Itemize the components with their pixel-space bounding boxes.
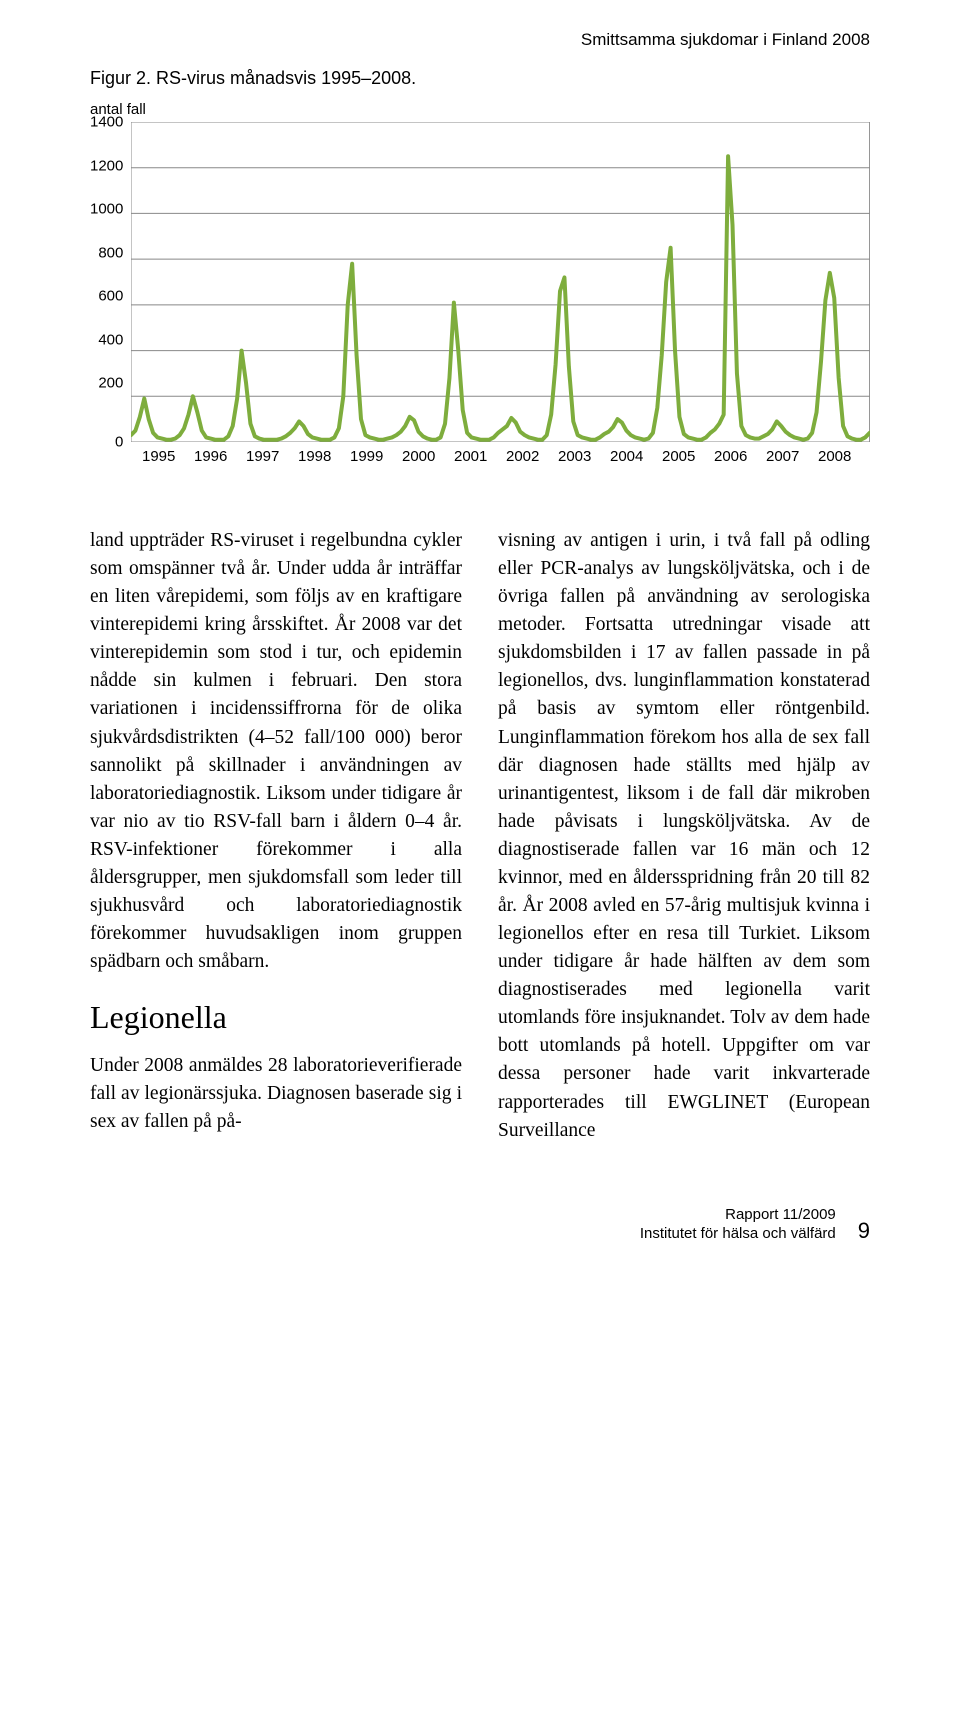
x-tick-label: 1997	[246, 448, 298, 465]
chart-svg	[131, 122, 870, 442]
chart-plot-area	[131, 122, 870, 442]
running-head: Smittsamma sjukdomar i Finland 2008	[90, 30, 870, 50]
x-tick-label: 1996	[194, 448, 246, 465]
x-tick-label: 2000	[402, 448, 454, 465]
x-tick-label: 1998	[298, 448, 350, 465]
y-axis-ticks: 1400120010008006004002000	[90, 122, 131, 442]
y-tick-label: 600	[98, 289, 123, 304]
x-tick-label: 1995	[142, 448, 194, 465]
x-axis-ticks: 1995199619971998199920002001200220032004…	[142, 448, 870, 465]
page-footer: Rapport 11/2009 Institutet för hälsa och…	[90, 1205, 870, 1244]
footer-report: Rapport 11/2009	[640, 1205, 836, 1225]
y-tick-label: 1000	[90, 202, 123, 217]
y-axis-label: antal fall	[90, 101, 870, 118]
y-tick-label: 1200	[90, 158, 123, 173]
section-heading-legionella: Legionella	[90, 994, 462, 1040]
column-right: visning av antigen i urin, i två fall på…	[498, 527, 870, 1145]
x-tick-label: 2005	[662, 448, 714, 465]
page-number: 9	[858, 1218, 870, 1244]
column-left: land uppträder RS-viruset i regelbundna …	[90, 527, 462, 1145]
x-tick-label: 2001	[454, 448, 506, 465]
x-tick-label: 1999	[350, 448, 402, 465]
y-tick-label: 800	[98, 245, 123, 260]
x-tick-label: 2003	[558, 448, 610, 465]
x-tick-label: 2008	[818, 448, 870, 465]
y-tick-label: 0	[115, 434, 123, 449]
footer-text: Rapport 11/2009 Institutet för hälsa och…	[640, 1205, 836, 1244]
figure-caption: Figur 2. RS-virus månadsvis 1995–2008.	[90, 68, 870, 89]
x-tick-label: 2006	[714, 448, 766, 465]
footer-institute: Institutet för hälsa och välfärd	[640, 1224, 836, 1244]
y-tick-label: 400	[98, 332, 123, 347]
y-tick-label: 1400	[90, 115, 123, 130]
x-tick-label: 2007	[766, 448, 818, 465]
body-paragraph: land uppträder RS-viruset i regelbundna …	[90, 527, 462, 976]
body-paragraph: visning av antigen i urin, i två fall på…	[498, 527, 870, 1145]
chart-container: 1400120010008006004002000	[90, 122, 870, 442]
x-tick-label: 2004	[610, 448, 662, 465]
body-paragraph: Under 2008 anmäldes 28 laboratorieverifi…	[90, 1052, 462, 1136]
x-tick-label: 2002	[506, 448, 558, 465]
y-tick-label: 200	[98, 376, 123, 391]
